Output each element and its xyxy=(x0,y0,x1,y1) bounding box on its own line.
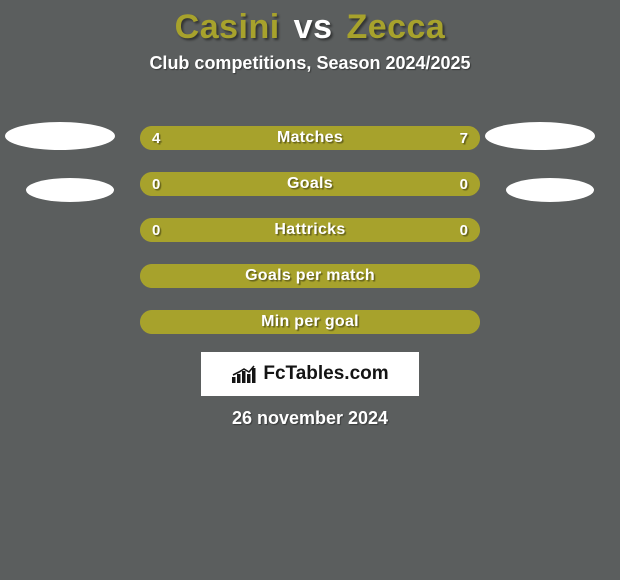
stat-label: Min per goal xyxy=(140,310,480,334)
stat-value-right: 7 xyxy=(460,126,468,150)
comparison-title: Casini vs Zecca xyxy=(0,0,620,47)
title-player-a: Casini xyxy=(175,8,280,46)
stat-value-left: 4 xyxy=(152,126,160,150)
stat-row: Matches4 7 xyxy=(140,126,480,150)
stat-label: Goals per match xyxy=(140,264,480,288)
stat-label: Matches xyxy=(140,126,480,150)
title-player-b: Zecca xyxy=(346,8,445,46)
stat-value-left: 0 xyxy=(152,172,160,196)
branding-badge: FcTables.com xyxy=(201,352,419,396)
stat-value-right: 0 xyxy=(460,218,468,242)
snapshot-date: 26 november 2024 xyxy=(0,408,620,429)
placeholder-ellipse xyxy=(485,122,595,150)
title-vs: vs xyxy=(290,8,337,46)
stat-row: Goals0 0 xyxy=(140,172,480,196)
stat-value-left: 0 xyxy=(152,218,160,242)
subheading: Club competitions, Season 2024/2025 xyxy=(0,53,620,74)
stats-chart: Matches47Goals00Hattricks00Goals per mat… xyxy=(140,126,480,356)
stat-row: Hattricks0 0 xyxy=(140,218,480,242)
bar-chart-icon xyxy=(231,364,257,384)
stat-row: Goals per match xyxy=(140,264,480,288)
placeholder-ellipse xyxy=(26,178,114,202)
stat-value-right: 0 xyxy=(460,172,468,196)
branding-text: FcTables.com xyxy=(263,363,388,385)
stat-label: Goals xyxy=(140,172,480,196)
placeholder-ellipse xyxy=(5,122,115,150)
placeholder-ellipse xyxy=(506,178,594,202)
stat-label: Hattricks xyxy=(140,218,480,242)
stat-row: Min per goal xyxy=(140,310,480,334)
